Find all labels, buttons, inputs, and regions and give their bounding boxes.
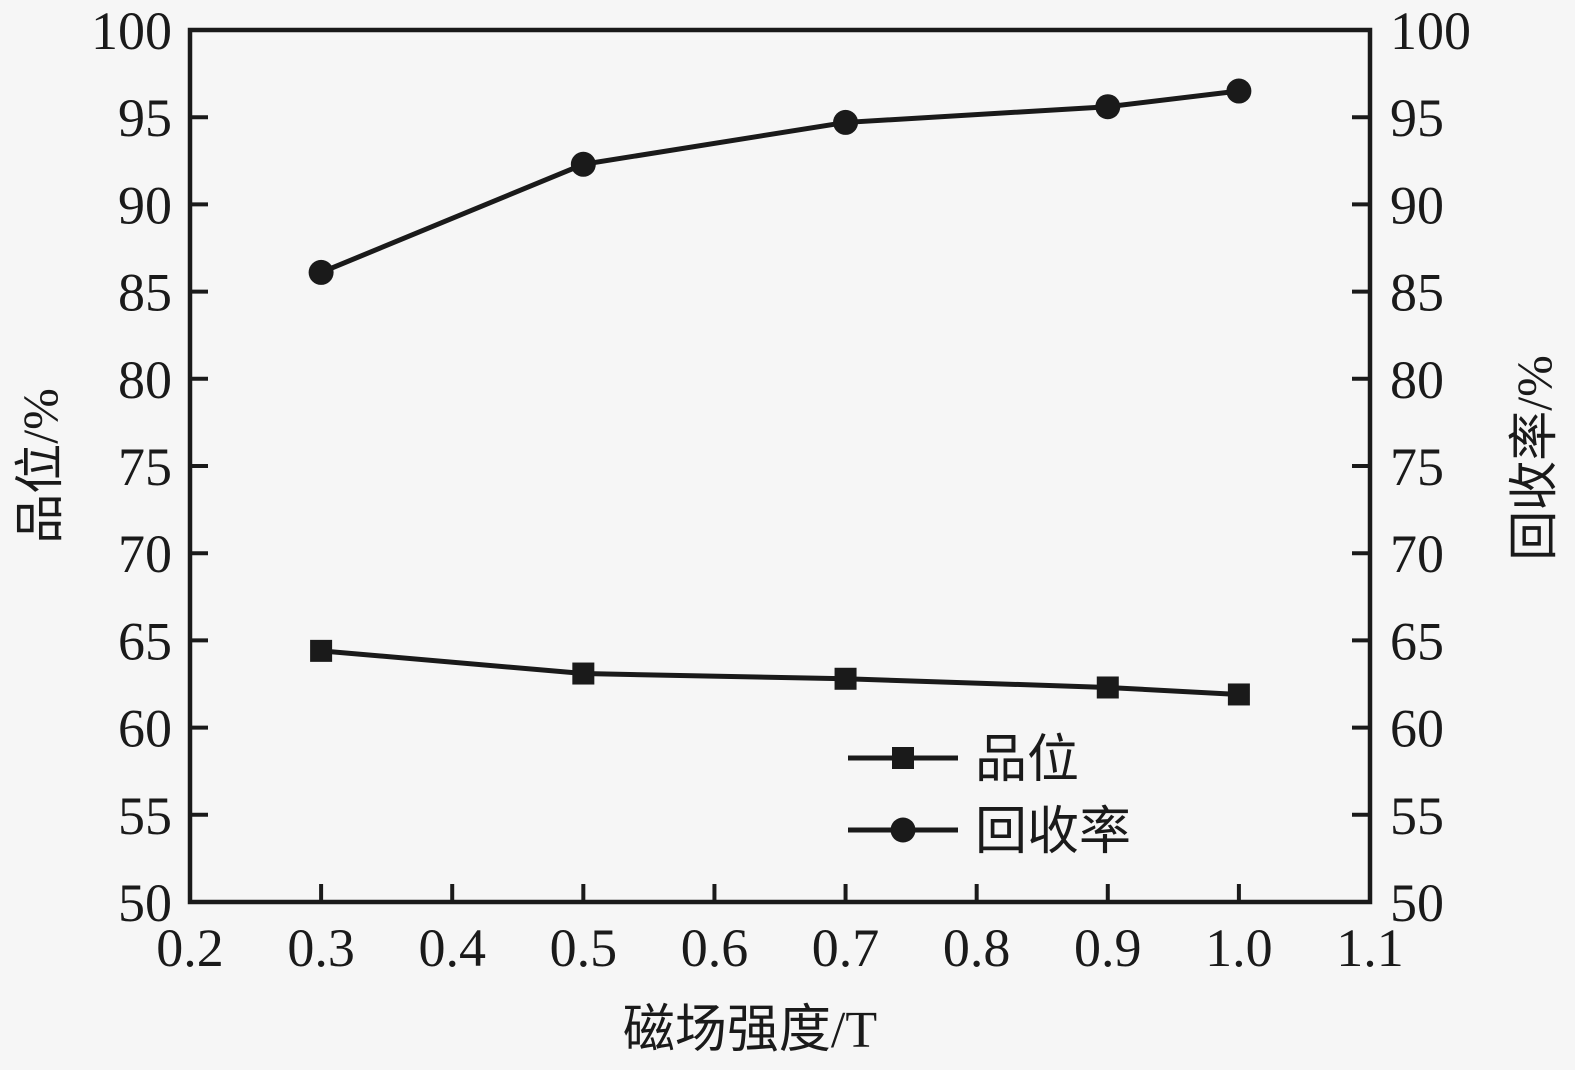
x-axis-tick-label: 1.0 bbox=[1205, 918, 1273, 978]
data-point-circle-marker bbox=[1226, 78, 1252, 104]
right-y-axis-tick-label: 50 bbox=[1390, 873, 1444, 933]
data-point-square-marker bbox=[572, 662, 595, 685]
right-y-axis-tick-label: 100 bbox=[1390, 1, 1471, 61]
x-axis-tick-label: 0.4 bbox=[418, 918, 486, 978]
left-y-axis-tick-label: 90 bbox=[118, 175, 172, 235]
left-y-axis-tick-label: 100 bbox=[91, 1, 172, 61]
right-y-axis-title: 回收率/% bbox=[1506, 355, 1562, 561]
legend-label: 品位 bbox=[975, 732, 1079, 789]
x-axis-title: 磁场强度/T bbox=[622, 1002, 878, 1059]
right-y-axis-tick-label: 55 bbox=[1390, 786, 1444, 846]
data-point-circle-marker bbox=[570, 151, 596, 177]
left-y-axis-tick-label: 60 bbox=[118, 699, 172, 759]
x-axis-tick-label: 0.9 bbox=[1074, 918, 1142, 978]
x-axis-tick-label: 0.6 bbox=[681, 918, 749, 978]
left-y-axis-tick-label: 95 bbox=[118, 88, 172, 148]
x-axis-tick-label: 1.1 bbox=[1336, 918, 1404, 978]
right-y-axis-tick-label: 75 bbox=[1390, 437, 1444, 497]
series-line-circle bbox=[320, 88, 1240, 275]
data-point-square-marker bbox=[310, 639, 333, 662]
data-point-square-marker bbox=[834, 667, 857, 690]
legend-square-marker-icon bbox=[892, 747, 914, 769]
data-point-circle-marker bbox=[1095, 94, 1121, 120]
right-y-axis-tick-label: 90 bbox=[1390, 175, 1444, 235]
right-y-axis-tick-label: 85 bbox=[1390, 263, 1444, 323]
left-y-axis-tick-label: 55 bbox=[118, 786, 172, 846]
left-y-axis-tick-label: 75 bbox=[118, 437, 172, 497]
x-axis-tick-label: 0.8 bbox=[943, 918, 1011, 978]
x-axis-tick-label: 0.7 bbox=[812, 918, 880, 978]
right-y-axis-tick-label: 70 bbox=[1390, 524, 1444, 584]
x-axis-tick-label: 0.3 bbox=[287, 918, 355, 978]
data-point-circle-marker bbox=[833, 109, 859, 135]
right-y-axis-tick-label: 65 bbox=[1390, 611, 1444, 671]
left-y-axis-tick-label: 85 bbox=[118, 263, 172, 323]
right-y-axis-tick-label: 60 bbox=[1390, 699, 1444, 759]
left-y-axis-tick-label: 65 bbox=[118, 611, 172, 671]
left-y-axis-tick-label: 80 bbox=[118, 350, 172, 410]
data-point-circle-marker bbox=[308, 259, 334, 285]
data-point-square-marker bbox=[1096, 676, 1119, 699]
right-y-axis-tick-label: 95 bbox=[1390, 88, 1444, 148]
plot-frame bbox=[187, 27, 1373, 905]
left-y-axis-tick-label: 70 bbox=[118, 524, 172, 584]
left-y-axis-tick-label: 50 bbox=[118, 873, 172, 933]
legend-label: 回收率 bbox=[975, 804, 1131, 861]
x-axis-tick-label: 0.2 bbox=[156, 918, 224, 978]
legend-circle-marker-icon bbox=[890, 817, 916, 843]
right-y-axis-tick-label: 80 bbox=[1390, 350, 1444, 410]
data-point-square-marker bbox=[1227, 683, 1250, 706]
left-y-axis-title: 品位/% bbox=[12, 388, 68, 544]
x-axis-tick-label: 0.5 bbox=[550, 918, 618, 978]
